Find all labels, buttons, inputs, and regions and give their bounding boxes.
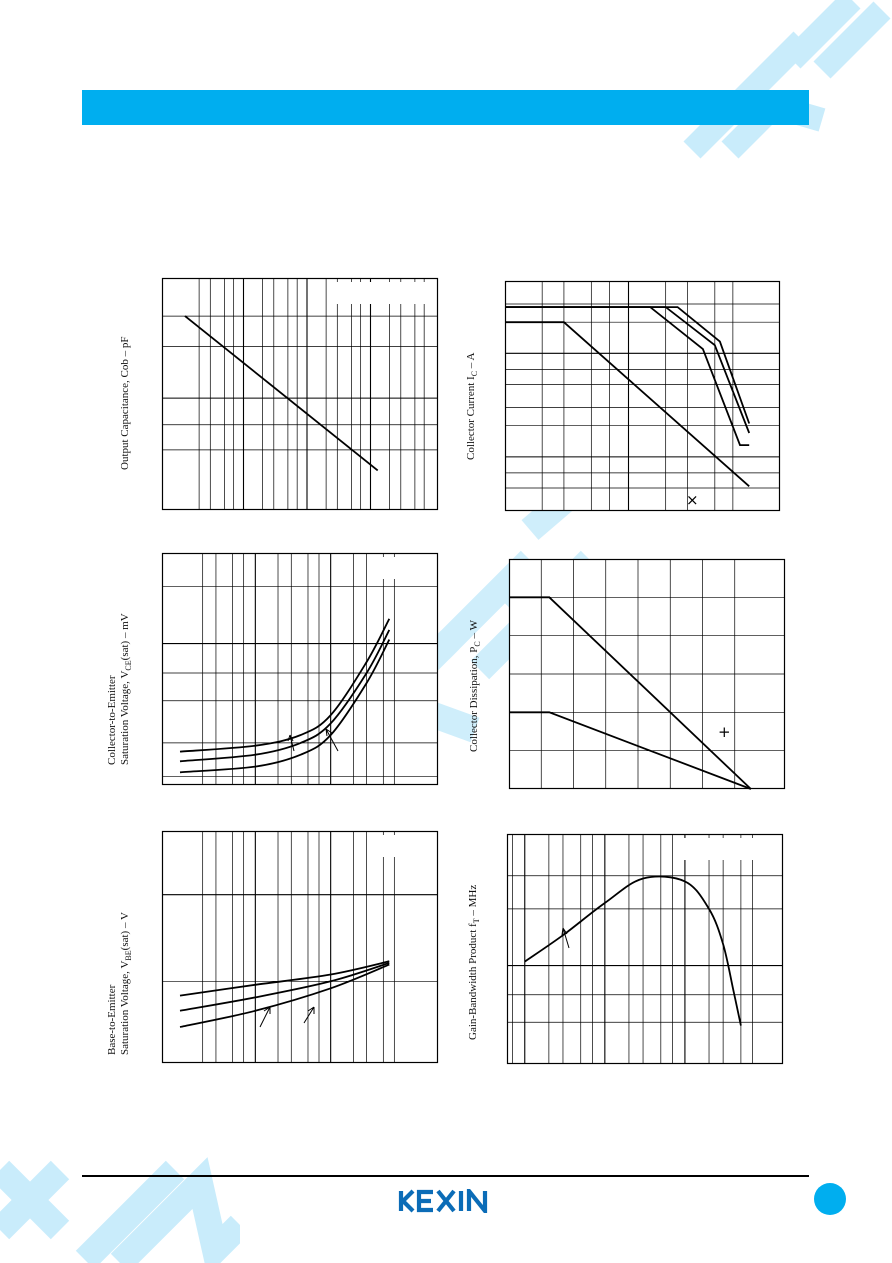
vbesat-series-3 xyxy=(179,963,390,1028)
ft-series-1 xyxy=(524,875,742,1026)
vcesat-series-2 xyxy=(179,629,391,763)
header-bar xyxy=(82,90,809,125)
pd-y-label: Collector Dissipation, PC – W xyxy=(468,620,483,752)
vcesat-chart xyxy=(161,552,439,786)
footer-rule xyxy=(82,1175,809,1177)
vbesat-series-2 xyxy=(179,962,390,1012)
pd-annotation-mark: + xyxy=(718,723,731,741)
ft-condition-box xyxy=(677,838,777,860)
cob-chart xyxy=(161,277,439,511)
cob-y-label: Output Capacitance, Cob – pF xyxy=(119,336,131,470)
soa-chart: × xyxy=(504,280,781,512)
vcesat-leader-1 xyxy=(287,734,295,752)
pd-series-2 xyxy=(509,711,752,790)
ft-chart xyxy=(506,833,784,1065)
watermark-bottom-left xyxy=(0,1100,240,1263)
vcesat-condition-box xyxy=(376,557,434,579)
ft-leader xyxy=(561,927,570,949)
ft-grid xyxy=(507,834,783,1064)
soa-grid xyxy=(505,281,780,511)
vbesat-leader-1 xyxy=(259,1006,271,1028)
pd-chart: + xyxy=(508,558,786,790)
soa-y-label: Collector Current IC – A xyxy=(465,352,480,460)
vcesat-plot-frame xyxy=(161,552,439,786)
vbesat-leader-2 xyxy=(303,1006,315,1024)
vbesat-condition-box xyxy=(376,835,434,857)
ft-plot-frame xyxy=(506,833,784,1065)
soa-annotation-mark: × xyxy=(686,491,699,509)
page-number-dot xyxy=(814,1183,846,1215)
vcesat-series-1 xyxy=(179,618,391,753)
soa-series-4 xyxy=(505,321,750,487)
vcesat-series-3 xyxy=(179,639,391,774)
vbesat-plot-frame xyxy=(161,830,439,1064)
vbesat-grid xyxy=(162,831,438,1063)
ft-y-label: Gain-Bandwidth Product fT – MHz xyxy=(467,884,482,1040)
kexin-logo xyxy=(398,1185,496,1217)
cob-grid xyxy=(162,278,438,510)
pd-series-1 xyxy=(509,596,752,790)
vcesat-y-label: Collector-to-Emitter Saturation Voltage,… xyxy=(106,613,134,765)
watermark-top-right xyxy=(682,0,892,175)
cob-condition-box xyxy=(330,282,434,304)
cob-series-1 xyxy=(184,315,379,472)
cob-plot-frame xyxy=(161,277,439,511)
vbesat-series-1 xyxy=(179,960,390,997)
vcesat-grid xyxy=(162,553,438,785)
soa-series-3 xyxy=(505,306,751,424)
vcesat-leader-2 xyxy=(325,728,339,752)
vbesat-chart xyxy=(161,830,439,1064)
vbesat-y-label: Base-to-Emitter Saturation Voltage, VBE(… xyxy=(106,912,134,1055)
